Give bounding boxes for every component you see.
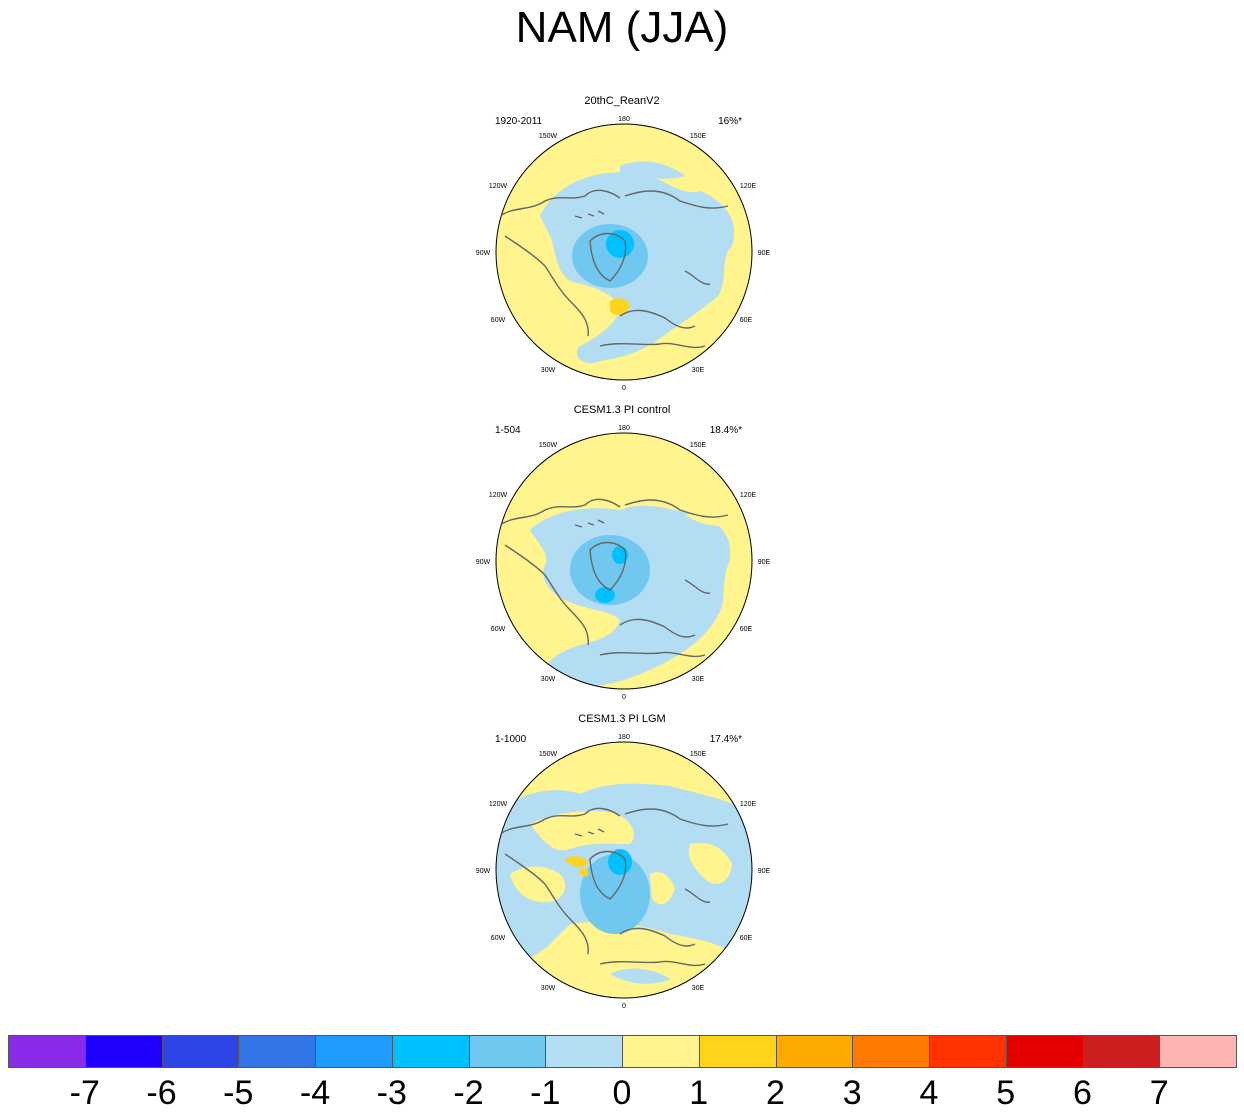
colorbar-swatch	[84, 1035, 163, 1068]
colorbar-tick-label: -4	[299, 1074, 331, 1112]
panel-period: 1-1000	[495, 734, 527, 745]
colorbar-tick-label: 3	[842, 1074, 862, 1112]
colorbar-swatch	[8, 1035, 86, 1068]
panel-title: 20thC_ReanV2	[584, 95, 660, 107]
colorbar-swatch	[315, 1035, 393, 1068]
colorbar-swatch	[391, 1035, 470, 1068]
svg-text:150E: 150E	[690, 442, 707, 449]
panel-variance: 18.4%*	[709, 425, 742, 436]
svg-text:60E: 60E	[740, 935, 753, 942]
panel-variance: 16%*	[718, 116, 742, 127]
colorbar-tick-label: 4	[919, 1074, 939, 1112]
colorbar-swatch	[1005, 1035, 1084, 1068]
colorbar-tick-label: 1	[689, 1074, 709, 1112]
polar-map: 180 0 150W 150E 120W 120E 90W 90E 60W 60…	[476, 116, 771, 392]
panel-period: 1920-2011	[495, 116, 543, 127]
map-panel-3: CESM1.3 PI LGM 1-1000 17.4%*	[470, 712, 774, 1012]
colorbar-swatch	[545, 1035, 623, 1068]
svg-text:60W: 60W	[491, 317, 506, 324]
svg-text:150W: 150W	[539, 751, 558, 758]
svg-text:90E: 90E	[758, 250, 771, 257]
svg-text:150E: 150E	[690, 751, 707, 758]
svg-text:30W: 30W	[541, 676, 556, 683]
colorbar-swatch	[1159, 1035, 1237, 1068]
svg-text:90E: 90E	[758, 868, 771, 875]
svg-text:30E: 30E	[692, 676, 705, 683]
colorbar-swatch	[775, 1035, 854, 1068]
colorbar-swatch	[698, 1035, 777, 1068]
colorbar-swatch	[238, 1035, 316, 1068]
svg-text:150W: 150W	[539, 442, 558, 449]
colorbar-tick-label: 0	[612, 1074, 632, 1112]
panel-title: CESM1.3 PI control	[573, 404, 671, 416]
colorbar-swatch	[1082, 1035, 1161, 1068]
panel-variance: 17.4%*	[709, 734, 742, 745]
svg-text:90W: 90W	[476, 868, 491, 875]
colorbar-swatch	[622, 1035, 700, 1068]
svg-text:120E: 120E	[740, 183, 757, 190]
colorbar-swatch	[852, 1035, 930, 1068]
colorbar-tick-label: 5	[996, 1074, 1016, 1112]
figure-title: NAM (JJA)	[515, 3, 729, 52]
colorbar	[8, 1035, 1237, 1069]
colorbar-tick-label: 6	[1073, 1074, 1092, 1112]
colorbar-tick-label: 2	[766, 1074, 785, 1112]
svg-text:90E: 90E	[758, 559, 771, 566]
svg-text:60W: 60W	[491, 626, 506, 633]
svg-text:60E: 60E	[740, 317, 753, 324]
svg-text:180: 180	[618, 734, 630, 741]
svg-text:30W: 30W	[541, 367, 556, 374]
map-panel-1: 20thC_ReanV2 1920-2011 16%* 180 0 1	[470, 94, 774, 394]
svg-text:90W: 90W	[476, 250, 491, 257]
colorbar-tick-label: -2	[453, 1074, 484, 1112]
svg-text:0: 0	[622, 385, 626, 392]
map-panel-2: CESM1.3 PI control 1-504 18.4%* 180 0 15…	[470, 403, 774, 703]
colorbar-swatch	[468, 1035, 547, 1068]
svg-text:60E: 60E	[740, 626, 753, 633]
panel-period: 1-504	[495, 425, 521, 436]
svg-text:180: 180	[618, 425, 630, 432]
colorbar-tick-label: -5	[223, 1074, 254, 1112]
svg-text:0: 0	[622, 1003, 626, 1010]
colorbar-swatch	[161, 1035, 240, 1068]
polar-map: 180 0 150W 150E 120W 120E 90W 90E 60W 60…	[476, 425, 771, 701]
colorbar-tick-label: -6	[146, 1074, 177, 1112]
svg-text:60W: 60W	[491, 935, 506, 942]
colorbar-tick-label: -3	[376, 1074, 407, 1112]
svg-text:30W: 30W	[541, 985, 556, 992]
colorbar-tick-label: 7	[1149, 1074, 1169, 1112]
svg-text:120E: 120E	[740, 801, 757, 808]
svg-text:180: 180	[618, 116, 630, 123]
svg-text:120E: 120E	[740, 492, 757, 499]
polar-map: 180 0 150W 150E 120W 120E 90W 90E 60W 60…	[476, 734, 771, 1010]
svg-text:30E: 30E	[692, 367, 705, 374]
svg-text:150W: 150W	[539, 133, 558, 140]
colorbar-tick-label: -7	[69, 1074, 100, 1112]
panel-title: CESM1.3 PI LGM	[578, 713, 666, 725]
svg-text:30E: 30E	[692, 985, 705, 992]
colorbar-swatch	[929, 1035, 1007, 1068]
svg-text:120W: 120W	[489, 801, 508, 808]
colorbar-tick-label: -1	[530, 1074, 561, 1112]
svg-text:90W: 90W	[476, 559, 491, 566]
svg-text:120W: 120W	[489, 183, 508, 190]
svg-text:150E: 150E	[690, 133, 707, 140]
svg-text:120W: 120W	[489, 492, 508, 499]
svg-text:0: 0	[622, 694, 626, 701]
